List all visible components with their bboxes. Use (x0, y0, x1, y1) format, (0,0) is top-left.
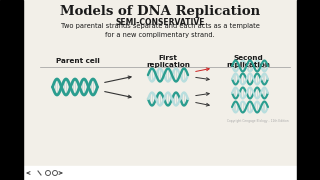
Text: Second
replication: Second replication (226, 55, 270, 69)
Text: Two parental strands separate and each acts as a template
for a new complimentar: Two parental strands separate and each a… (60, 23, 260, 37)
Text: Models of DNA Replication: Models of DNA Replication (60, 5, 260, 18)
Text: SEMI-CONSERVATIVE: SEMI-CONSERVATIVE (115, 18, 205, 27)
Text: Copyright Cengage Biology - 11th Edition: Copyright Cengage Biology - 11th Edition (228, 119, 289, 123)
Text: First
replication: First replication (146, 55, 190, 69)
Text: Parent cell: Parent cell (56, 58, 100, 64)
Bar (23, 166, 297, 180)
Bar (297, 0, 320, 180)
Bar (0, 0, 23, 180)
